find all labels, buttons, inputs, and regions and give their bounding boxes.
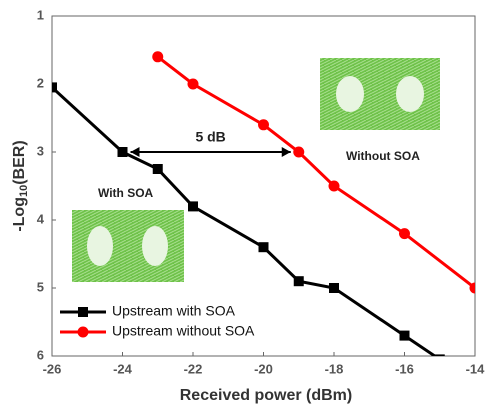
marker — [470, 283, 481, 294]
marker — [329, 283, 339, 293]
marker — [188, 79, 199, 90]
x-axis-label: Received power (dBm) — [180, 387, 352, 404]
x-tick-label: -16 — [395, 361, 414, 376]
marker — [188, 201, 198, 211]
legend-marker — [78, 307, 88, 317]
annotation: Without SOA — [346, 149, 420, 163]
y-tick-label: 1 — [37, 7, 44, 22]
legend-marker — [78, 327, 89, 338]
marker — [435, 354, 445, 364]
marker — [47, 82, 57, 92]
marker — [259, 242, 269, 252]
marker — [400, 331, 410, 341]
y-label-suffix: (BER) — [11, 140, 28, 184]
chart: Received power (dBm) -Log10(BER) Without… — [0, 0, 490, 409]
y-tick-label: 3 — [37, 143, 44, 158]
y-label-subscript: 10 — [18, 185, 30, 197]
legend-label: Upstream with SOA — [112, 303, 236, 319]
x-tick-label: -14 — [466, 361, 486, 376]
marker — [329, 181, 340, 192]
y-axis-label: -Log10(BER) — [11, 140, 30, 231]
arrow-head — [282, 147, 291, 157]
x-tick-label: -26 — [43, 361, 62, 376]
x-tick-label: -20 — [254, 361, 273, 376]
eye-diagram-without-soa — [320, 58, 440, 130]
annotation: With SOA — [98, 186, 154, 200]
x-tick-label: -22 — [184, 361, 203, 376]
marker — [294, 276, 304, 286]
x-tick-label: -24 — [113, 361, 133, 376]
marker — [293, 147, 304, 158]
y-tick-label: 2 — [37, 75, 44, 90]
y-label-prefix: -Log — [11, 197, 28, 232]
marker — [399, 228, 410, 239]
eye-diagram-with-soa — [72, 210, 184, 282]
x-tick-label: -18 — [325, 361, 344, 376]
marker — [153, 164, 163, 174]
marker — [152, 51, 163, 62]
y-tick-label: 4 — [37, 211, 45, 226]
legend-label: Upstream without SOA — [112, 323, 255, 339]
marker — [258, 119, 269, 130]
annotation: 5 dB — [195, 129, 225, 145]
y-tick-label: 5 — [37, 279, 44, 294]
marker — [118, 147, 128, 157]
y-tick-label: 6 — [37, 347, 44, 362]
